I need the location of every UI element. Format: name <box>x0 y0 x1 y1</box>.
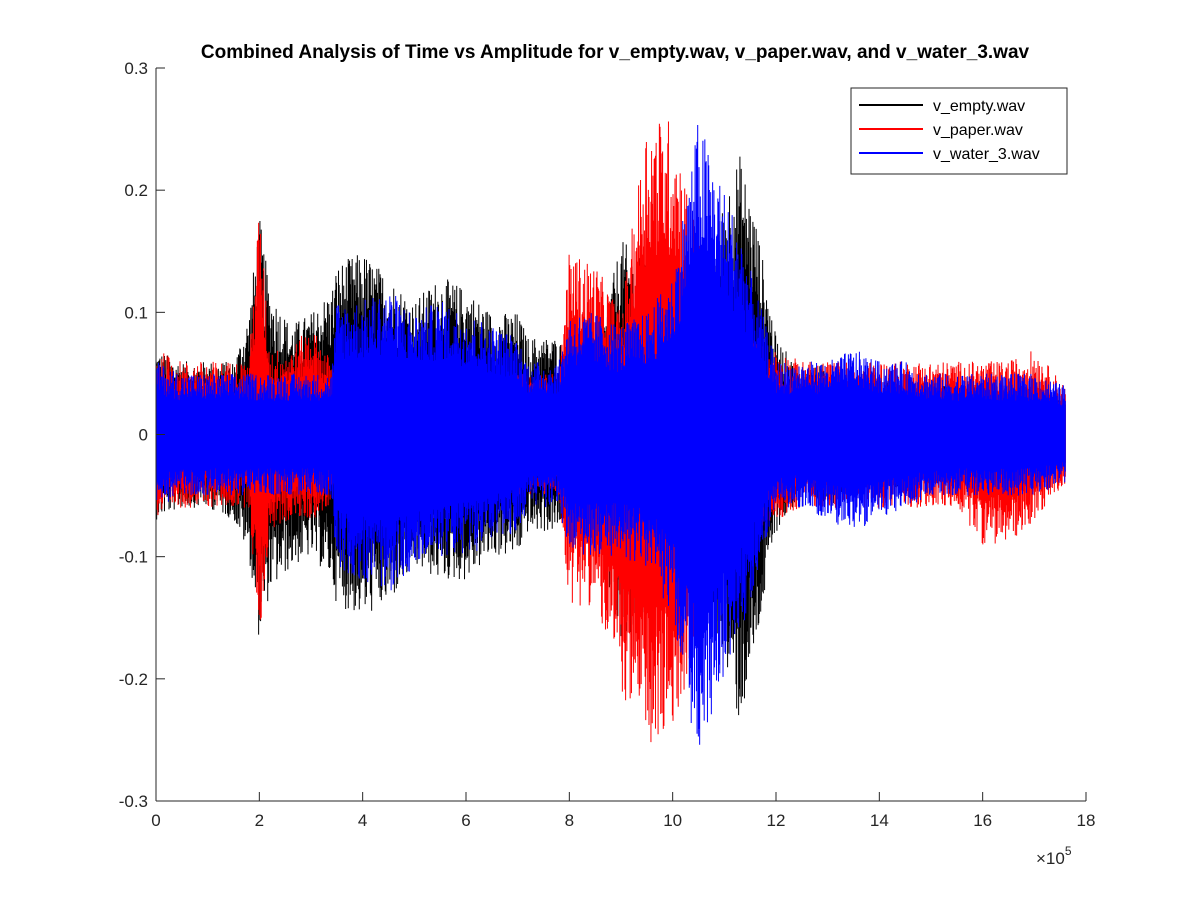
legend-box <box>850 87 1068 175</box>
chart-title: Combined Analysis of Time vs Amplitude f… <box>201 42 1030 63</box>
y-tick-label: -0.3 <box>119 792 148 811</box>
x-axis-multiplier: ×105 <box>1036 844 1072 868</box>
x-tick-label: 4 <box>358 811 367 830</box>
x-multiplier-base: ×10 <box>1036 849 1065 868</box>
x-multiplier-exponent: 5 <box>1065 844 1072 858</box>
x-tick-label: 18 <box>1077 811 1096 830</box>
x-tick-label: 10 <box>663 811 682 830</box>
series-layer <box>155 121 1066 745</box>
x-tick-label: 8 <box>565 811 574 830</box>
y-tick-label: 0.3 <box>124 59 148 78</box>
x-tick-label: 16 <box>973 811 992 830</box>
x-tick-label: 2 <box>255 811 264 830</box>
legend-label: v_paper.wav <box>933 122 1023 139</box>
legend-label: v_empty.wav <box>933 98 1025 115</box>
y-tick-label: -0.1 <box>119 548 148 567</box>
x-tick-label: 12 <box>767 811 786 830</box>
x-tick-label: 6 <box>461 811 470 830</box>
x-tick-label: 14 <box>870 811 889 830</box>
y-tick-label: 0 <box>139 426 148 445</box>
x-tick-label: 0 <box>151 811 160 830</box>
legend-label: v_water_3.wav <box>933 146 1040 163</box>
series-v-water-3-wav-line <box>155 124 1066 745</box>
axes-layer: 0 2 4 6 8 10 12 14 16 18 0.3 0.2 0.1 0 -0.1 -0.2 -0.3 <box>119 59 1096 830</box>
legend: v_empty.wav v_paper.wav v_water_3.wav <box>850 87 1068 175</box>
y-tick-label: 0.1 <box>124 303 148 322</box>
y-tick-label: -0.2 <box>119 670 148 689</box>
y-tick-label: 0.2 <box>124 181 148 200</box>
